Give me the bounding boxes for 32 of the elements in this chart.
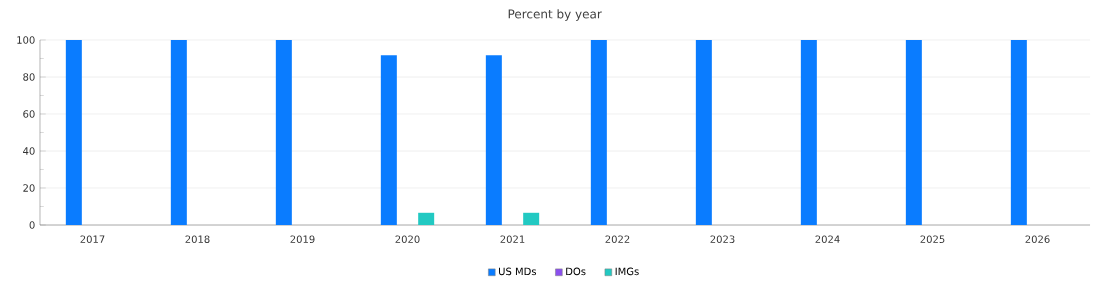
y-tick-label: 40 [23,147,35,155]
bar [800,40,817,225]
bar [418,212,435,225]
x-tick-label: 2023 [710,235,735,243]
y-tick-label: 60 [23,110,35,118]
bar [695,40,712,225]
legend-label: DOs [566,267,586,276]
x-tick-label: 2026 [1025,235,1050,243]
x-tick-label: 2018 [185,235,210,243]
y-tick-label: 0 [29,221,35,229]
bar [380,55,397,225]
chart-title: Percent by year [508,9,602,21]
x-tick-label: 2017 [80,235,105,243]
bar [590,40,607,225]
x-tick-label: 2019 [290,235,315,243]
legend-label: IMGs [615,267,639,276]
bar [523,212,540,225]
bar [905,40,922,225]
bar [275,40,292,225]
bar [65,40,82,225]
x-tick-label: 2020 [395,235,420,243]
y-tick-label: 80 [23,73,35,81]
legend-label: US MDs [499,267,537,276]
bar [1010,40,1027,225]
y-tick-label: 100 [17,36,35,44]
x-tick-label: 2024 [815,235,840,243]
x-tick-label: 2021 [500,235,525,243]
x-tick-label: 2022 [605,235,630,243]
bar [170,40,187,225]
bar [485,55,502,225]
x-tick-label: 2025 [920,235,945,243]
y-tick-label: 20 [23,184,35,192]
